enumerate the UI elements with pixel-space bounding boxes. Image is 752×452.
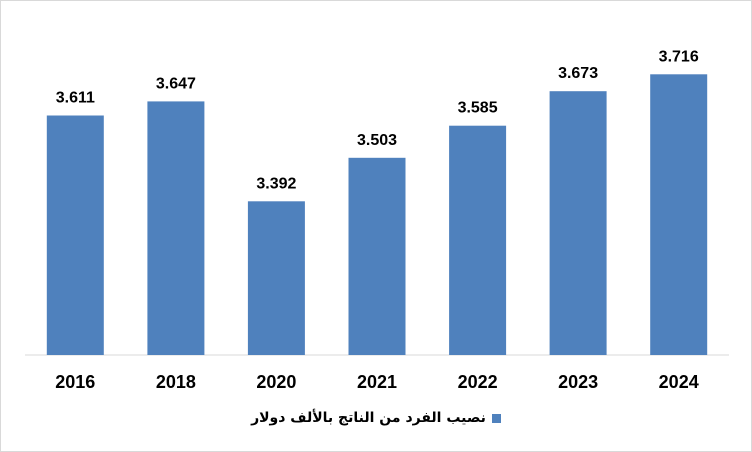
data-label-2022: 3.585: [458, 100, 498, 117]
bar-2020: [248, 201, 305, 355]
bar-2016: [47, 116, 104, 356]
data-label-2023: 3.673: [558, 65, 598, 82]
data-label-2021: 3.503: [357, 132, 397, 149]
bar-2023: [550, 91, 607, 355]
bar-chart: 3.611 2016 3.647 2018 3.392 2020 3.503 2021 3.58…: [1, 1, 751, 401]
x-tick-label-2016: 2016: [55, 372, 95, 392]
bar-2018: [147, 101, 204, 355]
x-tick-label-2018: 2018: [156, 372, 196, 392]
bar-2022: [449, 126, 506, 355]
x-tick-label-2020: 2020: [256, 372, 296, 392]
data-label-2016: 3.611: [56, 90, 95, 107]
bar-2024: [650, 74, 707, 355]
legend-label: نصيب الفرد من الناتج بالألف دولار: [251, 410, 486, 426]
legend: نصيب الفرد من الناتج بالألف دولار: [1, 406, 751, 430]
x-tick-label-2022: 2022: [458, 372, 498, 392]
data-label-2020: 3.392: [256, 175, 296, 192]
bar-2021: [349, 158, 406, 355]
x-tick-label-2021: 2021: [357, 372, 397, 392]
data-label-2024: 3.716: [659, 48, 699, 65]
x-tick-label-2024: 2024: [659, 372, 699, 392]
x-tick-label-2023: 2023: [558, 372, 598, 392]
legend-swatch: [492, 414, 501, 423]
data-label-2018: 3.647: [156, 75, 196, 92]
